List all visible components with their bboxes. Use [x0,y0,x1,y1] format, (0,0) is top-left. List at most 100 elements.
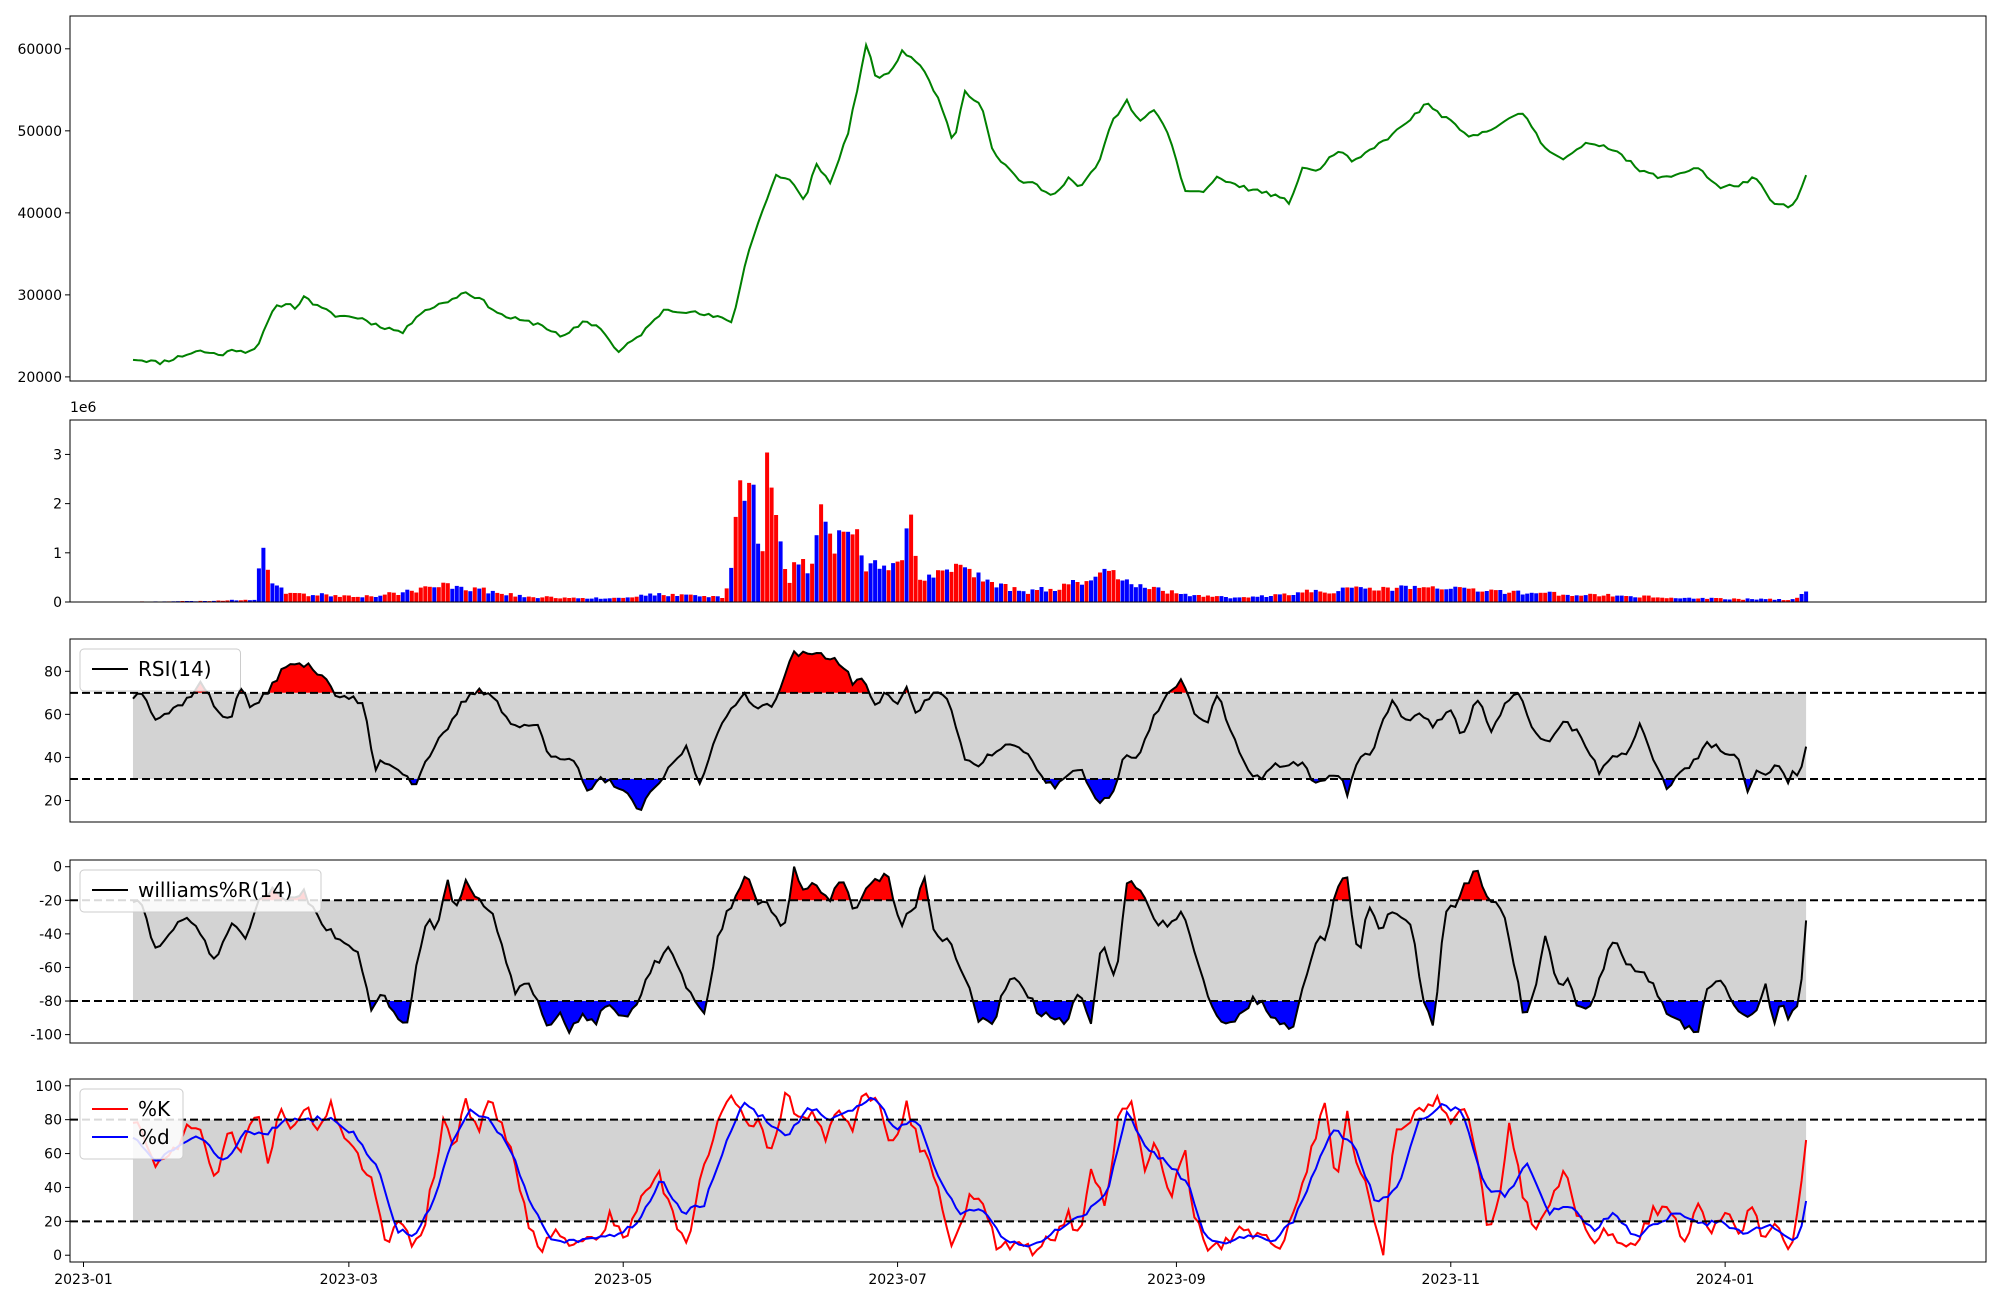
volume-bar [931,577,936,602]
volume-bar [1304,589,1309,602]
volume-bar [1691,598,1696,602]
volume-bar [562,597,567,602]
volume-bar [913,555,918,602]
volume-bar [1354,586,1359,602]
volume-bar [1327,593,1332,602]
volume-bar [1718,598,1723,602]
volume-bar [441,582,446,602]
rsi-oversold-fill [602,778,663,810]
volume-bar [400,592,405,602]
volume-bar [1480,591,1485,602]
volume-bar [1165,593,1170,602]
volume-bar [648,593,653,602]
volume-bar [882,565,887,602]
volume-bar [1669,597,1674,602]
volume-bar [1080,584,1084,602]
volume-bar [904,528,909,602]
volume-bar [1660,597,1665,602]
volume-bar [877,568,882,602]
volume-bar [1561,594,1566,602]
volume-bar [1610,596,1615,602]
volume-bar [729,567,734,602]
williams-neutral-band [132,900,1807,1002]
volume-bar [873,560,878,602]
volume-bar [742,500,747,602]
volume-bar [900,560,905,602]
volume-bar [346,595,351,602]
stoch-neutral-band [132,1119,1807,1222]
volume-bar [607,598,612,602]
volume-bar [1017,590,1021,602]
volume-bar [1282,593,1287,602]
volume-bar [1003,584,1008,602]
volume-bar [513,596,518,602]
volume-bar [1075,582,1080,602]
volume-bar [1012,587,1017,602]
rsi-oversold-fill [1085,778,1118,803]
volume-bar [1363,588,1368,602]
y-tick-label: 30000 [17,288,62,304]
volume-bar [292,593,297,602]
volume-bar [702,596,707,602]
volume-bar [301,593,306,602]
volume-bar [495,592,500,602]
williams-oversold-fill [973,1001,1000,1024]
volume-bar [1727,599,1732,602]
volume-bar [1619,595,1624,602]
volume-bar [423,586,428,602]
volume-bar [1111,570,1116,602]
volume-bar [1588,593,1593,602]
volume-bar [1376,590,1381,602]
volume-bar [481,587,486,602]
volume-bar [288,592,293,602]
volume-bar [1592,594,1597,602]
volume-bar [787,582,792,602]
volume-bar [211,600,216,602]
volume-bar [1142,587,1147,602]
williams-overbought-fill [789,866,830,901]
legend-label: %K [138,1097,171,1121]
rsi-line [132,649,1808,812]
volume-bar [1403,585,1408,602]
axes-frame [69,638,1987,823]
volume-bar [544,596,549,602]
volume-bar [1754,599,1759,602]
volume-bar [265,569,270,602]
x-tick-label: 2023-01 [54,1272,113,1288]
williams-overbought-fill [442,879,453,901]
stoch-k-line [132,1091,1808,1258]
volume-bar [369,596,374,602]
volume-bar [999,583,1003,602]
volume-bar [1201,596,1206,602]
williams-overbought-fill [1124,881,1146,901]
volume-bar [1444,589,1449,602]
volume-bar [459,586,464,602]
volume-bar [1552,591,1557,602]
volume-bar [1646,595,1651,602]
volume-bar [774,515,779,602]
volume-bar [1241,597,1246,602]
volume-bar [598,598,603,602]
y-tick-label: -80 [39,994,62,1010]
volume-bar [432,587,437,602]
volume-bar [679,594,684,602]
y-tick-label: 80 [44,664,62,680]
volume-bar [927,574,932,602]
volume-bar [1174,593,1179,602]
volume-bar [1601,595,1606,602]
volume-panel: 0 1 2 3 1e6 [53,400,1987,611]
volume-bar [1597,596,1602,602]
volume-bar [1777,599,1782,602]
volume-bar [1093,576,1098,602]
volume-bar [630,597,635,602]
volume-bar [1372,590,1377,602]
volume-bar [576,598,581,602]
volume-bar [328,596,333,602]
volume-bar [1187,596,1192,602]
williams-overbought-fill [917,877,929,901]
volume-bar [693,595,698,602]
legend-box [79,1088,184,1160]
volume-bar [1026,593,1030,602]
volume-bar [670,593,675,602]
